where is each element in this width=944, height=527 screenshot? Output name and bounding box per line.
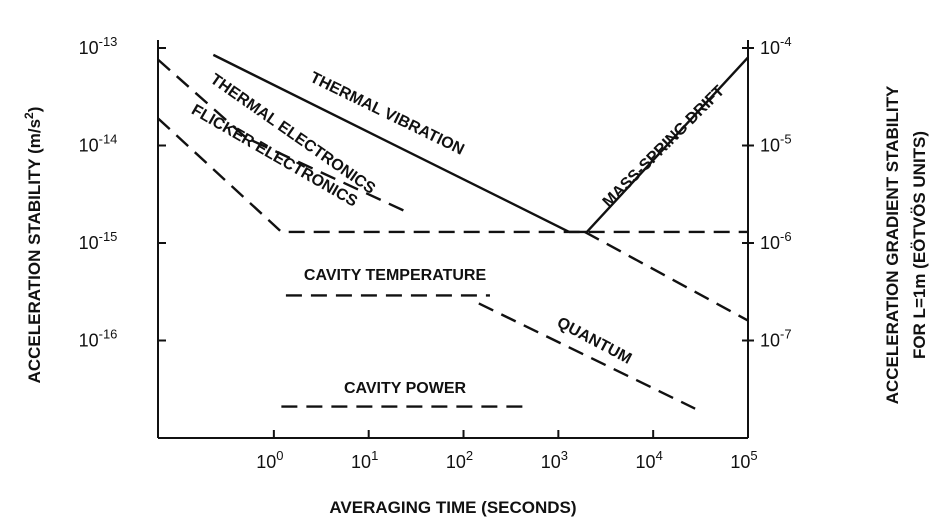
series-line	[584, 230, 749, 322]
tick-base: 10	[760, 136, 780, 156]
tick-label: 10-4	[760, 34, 792, 58]
tick-exp: -15	[99, 229, 118, 244]
series-line	[157, 58, 412, 215]
tick-base: 10	[256, 452, 276, 472]
tick-base: 10	[760, 331, 780, 351]
tick-base: 10	[79, 233, 99, 253]
tick-label: 10-7	[760, 327, 792, 351]
tick-label: 10-5	[760, 132, 792, 156]
tick-base: 10	[79, 331, 99, 351]
tick-label: 100	[256, 448, 283, 472]
y-label-sup: 2	[22, 112, 36, 119]
tick-base: 10	[79, 136, 99, 156]
tick-base: 10	[351, 452, 371, 472]
tick-base: 10	[541, 452, 561, 472]
series-label: MASS-SPRING DRIFT	[600, 83, 728, 211]
tick-exp: 4	[656, 448, 663, 463]
series-line	[157, 117, 748, 234]
y-label-part: ACCELERATION STABILITY (m/s	[25, 119, 44, 383]
tick-base: 10	[636, 452, 656, 472]
series-line	[478, 302, 696, 410]
tick-exp: 2	[466, 448, 473, 463]
tick-base: 10	[446, 452, 466, 472]
tick-exp: 0	[276, 448, 283, 463]
tick-label: 10-15	[79, 229, 118, 253]
tick-exp: -6	[780, 229, 792, 244]
y-label-part: )	[25, 107, 44, 113]
tick-base: 10	[760, 38, 780, 58]
y2-axis-label: FOR L=1m (EÖTVÖS UNITS)	[910, 131, 929, 359]
tick-exp: 1	[371, 448, 378, 463]
tick-exp: -5	[780, 132, 792, 147]
tick-label: 105	[730, 448, 757, 472]
tick-exp: -4	[780, 34, 792, 49]
tick-base: 10	[79, 38, 99, 58]
tick-exp: 3	[561, 448, 568, 463]
tick-exp: 5	[750, 448, 757, 463]
y-axis-label: ACCELERATION STABILITY (m/s2)	[22, 107, 44, 384]
tick-exp: -16	[99, 327, 118, 342]
x-axis-label: AVERAGING TIME (SECONDS)	[329, 498, 576, 517]
tick-label: 104	[636, 448, 663, 472]
tick-label: 10-16	[79, 327, 118, 351]
tick-exp: -13	[99, 34, 118, 49]
series-label: CAVITY POWER	[344, 380, 467, 397]
series-label: CAVITY TEMPERATURE	[304, 267, 487, 284]
y2-axis-label: ACCELERATION GRADIENT STABILITY	[883, 85, 902, 404]
tick-label: 10-6	[760, 229, 792, 253]
tick-label: 10-14	[79, 132, 118, 156]
tick-label: 10-13	[79, 34, 118, 58]
tick-label: 102	[446, 448, 473, 472]
tick-base: 10	[730, 452, 750, 472]
series-line	[212, 53, 570, 233]
tick-exp: -7	[780, 327, 792, 342]
tick-label: 101	[351, 448, 378, 472]
tick-base: 10	[760, 233, 780, 253]
tick-label: 103	[541, 448, 568, 472]
tick-exp: -14	[99, 132, 118, 147]
